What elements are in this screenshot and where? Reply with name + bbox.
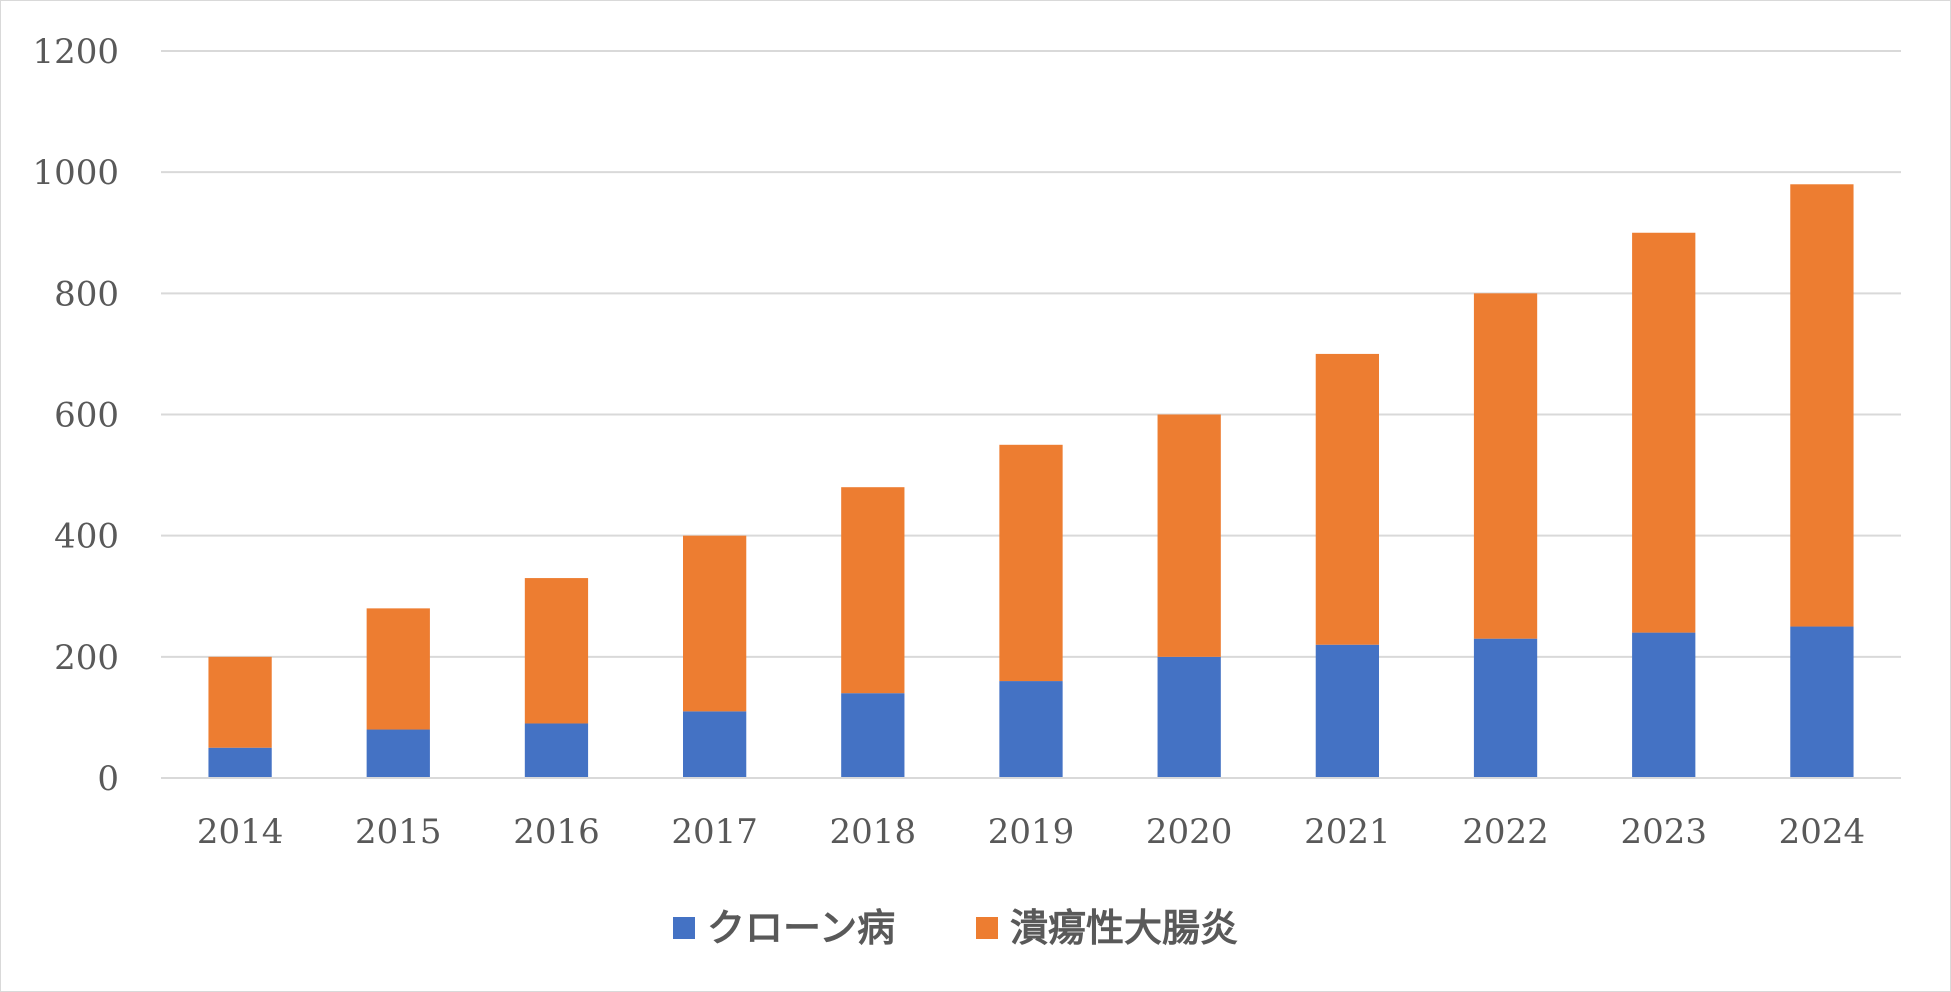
bar-segment-crohns-2019 bbox=[999, 681, 1063, 778]
y-tick-label: 1000 bbox=[32, 153, 119, 193]
bar-segment-crohns-2015 bbox=[366, 729, 430, 778]
y-tick-label: 1200 bbox=[32, 32, 119, 72]
x-tick-label: 2021 bbox=[1304, 812, 1391, 852]
x-tick-label: 2020 bbox=[1146, 812, 1233, 852]
gridlines bbox=[161, 50, 1901, 658]
bar-segment-ulcerative-colitis-2023 bbox=[1632, 232, 1696, 633]
x-tick-label: 2015 bbox=[355, 812, 442, 852]
legend: クローン病 潰瘍性大腸炎 bbox=[673, 906, 1238, 950]
bar-segment-crohns-2024 bbox=[1790, 626, 1854, 778]
bar-segment-ulcerative-colitis-2014 bbox=[208, 656, 272, 748]
bar-segment-crohns-2017 bbox=[683, 711, 747, 778]
bar-segment-ulcerative-colitis-2019 bbox=[999, 444, 1063, 682]
bar-segment-ulcerative-colitis-2018 bbox=[841, 487, 905, 694]
y-tick-label: 600 bbox=[54, 396, 119, 436]
legend-swatch-crohns bbox=[673, 917, 695, 939]
legend-label-crohns: クローン病 bbox=[707, 906, 895, 950]
bar-segment-crohns-2020 bbox=[1157, 656, 1221, 778]
bar-segment-crohns-2023 bbox=[1632, 632, 1696, 778]
bar-segment-crohns-2018 bbox=[841, 693, 905, 778]
bar-segment-ulcerative-colitis-2015 bbox=[366, 608, 430, 730]
y-tick-label: 400 bbox=[54, 517, 119, 557]
y-tick-label: 200 bbox=[54, 638, 119, 678]
bar-segment-crohns-2022 bbox=[1473, 638, 1538, 778]
x-axis-tick-labels: 2014 2015 2016 2017 2018 2019 2020 2021 2022 2023… bbox=[197, 812, 1865, 852]
x-tick-label: 2017 bbox=[671, 812, 758, 852]
bar-segment-ulcerative-colitis-2022 bbox=[1473, 293, 1538, 639]
x-tick-label: 2024 bbox=[1779, 812, 1866, 852]
y-axis-tick-labels: 0 200 400 600 800 1000 1200 bbox=[32, 32, 119, 799]
bar-segment-ulcerative-colitis-2016 bbox=[524, 578, 589, 724]
legend-label-ulcerative-colitis: 潰瘍性大腸炎 bbox=[1010, 906, 1238, 950]
bar-segment-crohns-2014 bbox=[208, 747, 272, 778]
bar-segment-crohns-2021 bbox=[1315, 644, 1379, 778]
x-tick-label: 2023 bbox=[1620, 812, 1707, 852]
bar-segment-ulcerative-colitis-2017 bbox=[683, 535, 747, 712]
bars bbox=[208, 184, 1854, 778]
x-tick-label: 2018 bbox=[830, 812, 917, 852]
x-tick-label: 2022 bbox=[1462, 812, 1549, 852]
bar-segment-ulcerative-colitis-2021 bbox=[1315, 353, 1379, 645]
x-tick-label: 2016 bbox=[513, 812, 600, 852]
bar-segment-ulcerative-colitis-2024 bbox=[1790, 184, 1854, 627]
legend-swatch-ulcerative-colitis bbox=[976, 917, 998, 939]
x-tick-label: 2019 bbox=[988, 812, 1075, 852]
bar-segment-crohns-2016 bbox=[524, 723, 589, 778]
y-tick-label: 0 bbox=[97, 759, 119, 799]
x-tick-label: 2014 bbox=[197, 812, 284, 852]
y-tick-label: 800 bbox=[54, 274, 119, 314]
bar-segment-ulcerative-colitis-2020 bbox=[1157, 414, 1221, 657]
